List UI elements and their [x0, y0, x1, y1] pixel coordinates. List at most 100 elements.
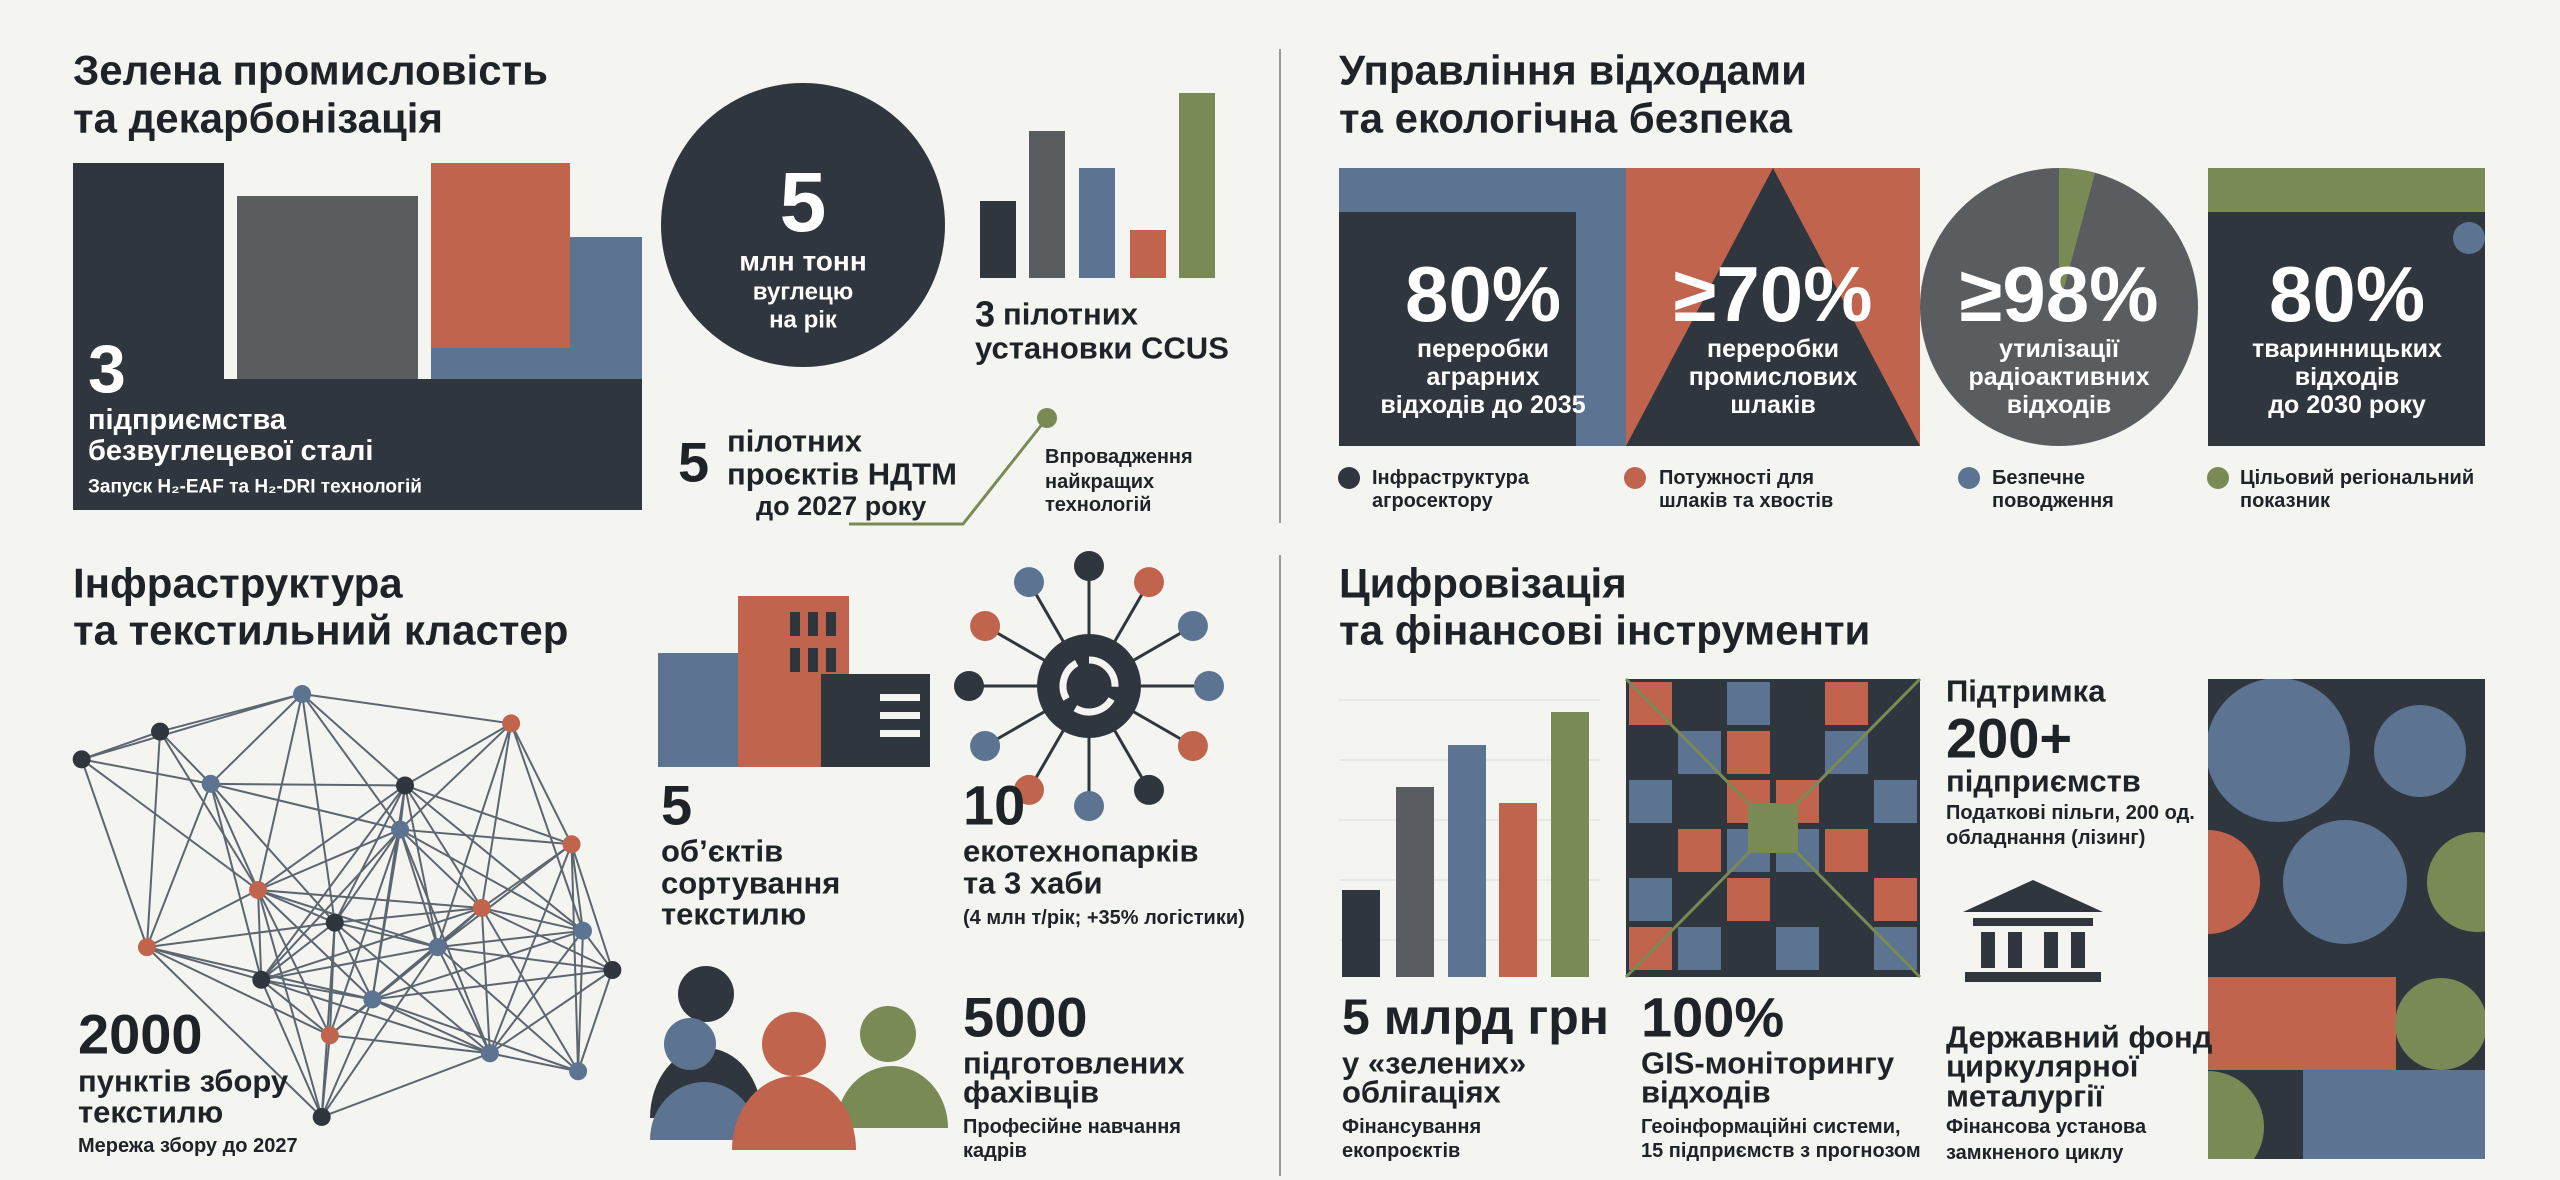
network-edge	[260, 979, 323, 1118]
label: 5	[661, 774, 692, 837]
label: Інфраструктура	[73, 560, 403, 607]
waste-cards	[1339, 168, 2485, 446]
card-dot	[2453, 222, 2485, 254]
label: облігаціях	[1342, 1075, 1502, 1110]
label: 80%	[1405, 250, 1561, 338]
network-edge	[404, 785, 439, 948]
card-bg	[1339, 212, 1576, 446]
network-node	[569, 1062, 588, 1081]
mosaic-tile	[1825, 780, 1868, 823]
network-edge	[261, 978, 373, 1001]
label: Впровадження	[1045, 446, 1193, 468]
mosaic-tile	[1727, 927, 1770, 970]
hub-node	[1194, 671, 1224, 701]
network-node	[151, 722, 170, 741]
bar-decor	[1342, 890, 1380, 977]
label: радіоактивних	[1968, 363, 2149, 391]
recycle-arrow	[1073, 697, 1115, 716]
network-node	[502, 714, 521, 733]
network-edge	[146, 921, 335, 949]
label: 3	[88, 331, 126, 407]
window	[880, 712, 920, 719]
label: технологій	[1045, 494, 1151, 516]
bank-icon	[1963, 880, 2103, 982]
label: підприємства	[88, 404, 287, 436]
network-edge	[480, 907, 491, 1054]
label: Інфраструктура	[1372, 467, 1530, 489]
label: аграрних	[1426, 363, 1539, 391]
network-edge	[333, 922, 374, 1000]
hub-node	[1134, 567, 1164, 598]
legend-dot	[1958, 467, 1980, 489]
carbon-circle	[661, 83, 945, 367]
label: 5	[780, 155, 827, 249]
label: на рік	[769, 307, 838, 334]
label: GIS-моніторингу	[1641, 1046, 1895, 1081]
hub-node	[1177, 731, 1208, 761]
card-wedge	[2059, 168, 2095, 307]
network-node	[249, 880, 268, 899]
network-edge	[437, 843, 573, 948]
network-edge	[257, 889, 263, 980]
label: млн тонн	[739, 246, 866, 277]
mosaic-tile	[1874, 829, 1917, 872]
label: Фінансова установа	[1946, 1116, 2147, 1138]
windows	[790, 612, 836, 672]
network-edge	[399, 828, 483, 909]
label: ≥70%	[1674, 250, 1873, 338]
head	[678, 966, 734, 1022]
bar-decor	[1551, 712, 1589, 977]
network-edge	[159, 693, 303, 733]
base	[1965, 972, 2101, 982]
network-edge	[399, 722, 512, 831]
network-node	[201, 774, 220, 793]
head	[860, 1006, 916, 1062]
mosaic-tile	[1629, 731, 1672, 774]
label: Геоінформаційні системи,	[1641, 1116, 1901, 1138]
label: обладнання (лізинг)	[1946, 827, 2145, 849]
label: та фінансові інструменти	[1339, 607, 1870, 654]
label: найкращих	[1045, 471, 1154, 493]
mosaic-tile	[1776, 878, 1819, 921]
network-edge	[209, 783, 263, 981]
label: безвуглецевої сталі	[88, 435, 373, 467]
mosaic-tile	[1629, 927, 1672, 970]
network-edge	[210, 782, 405, 787]
network-node	[395, 776, 414, 795]
shape	[2208, 830, 2260, 934]
network-edge	[210, 782, 401, 831]
card-band	[2208, 168, 2485, 212]
mosaic-core	[1748, 803, 1798, 853]
hub-node	[1014, 774, 1044, 805]
network-edge	[257, 784, 406, 891]
network-edge	[481, 906, 584, 932]
block	[570, 237, 642, 379]
recycling-hub	[954, 551, 1224, 821]
network-edge	[260, 906, 483, 981]
shape	[2303, 1070, 2485, 1159]
mosaic-tile	[1678, 829, 1721, 872]
windows	[880, 694, 920, 737]
bar-decor	[1029, 131, 1065, 278]
steel-graphic	[73, 163, 642, 510]
shape	[2283, 820, 2407, 944]
network	[72, 685, 622, 1126]
label: пілотних	[1003, 297, 1139, 332]
network-edge	[257, 889, 336, 924]
window	[808, 612, 818, 636]
label: пілотних	[727, 424, 863, 459]
label: Потужності для	[1659, 467, 1814, 489]
network-edge	[371, 998, 491, 1055]
label: відходів	[2295, 363, 2400, 391]
legend-dot	[1338, 467, 1360, 489]
bar-decor	[1448, 745, 1486, 977]
mosaic-tile	[1776, 682, 1819, 725]
label: промислових	[1689, 363, 1858, 391]
hub-node	[1074, 551, 1104, 581]
label: агросектору	[1372, 490, 1494, 512]
network-edge	[489, 1052, 579, 1073]
network-edge	[404, 784, 572, 846]
hub-node	[1134, 774, 1164, 805]
network-edge	[301, 693, 512, 725]
ccus-bars	[980, 93, 1215, 278]
